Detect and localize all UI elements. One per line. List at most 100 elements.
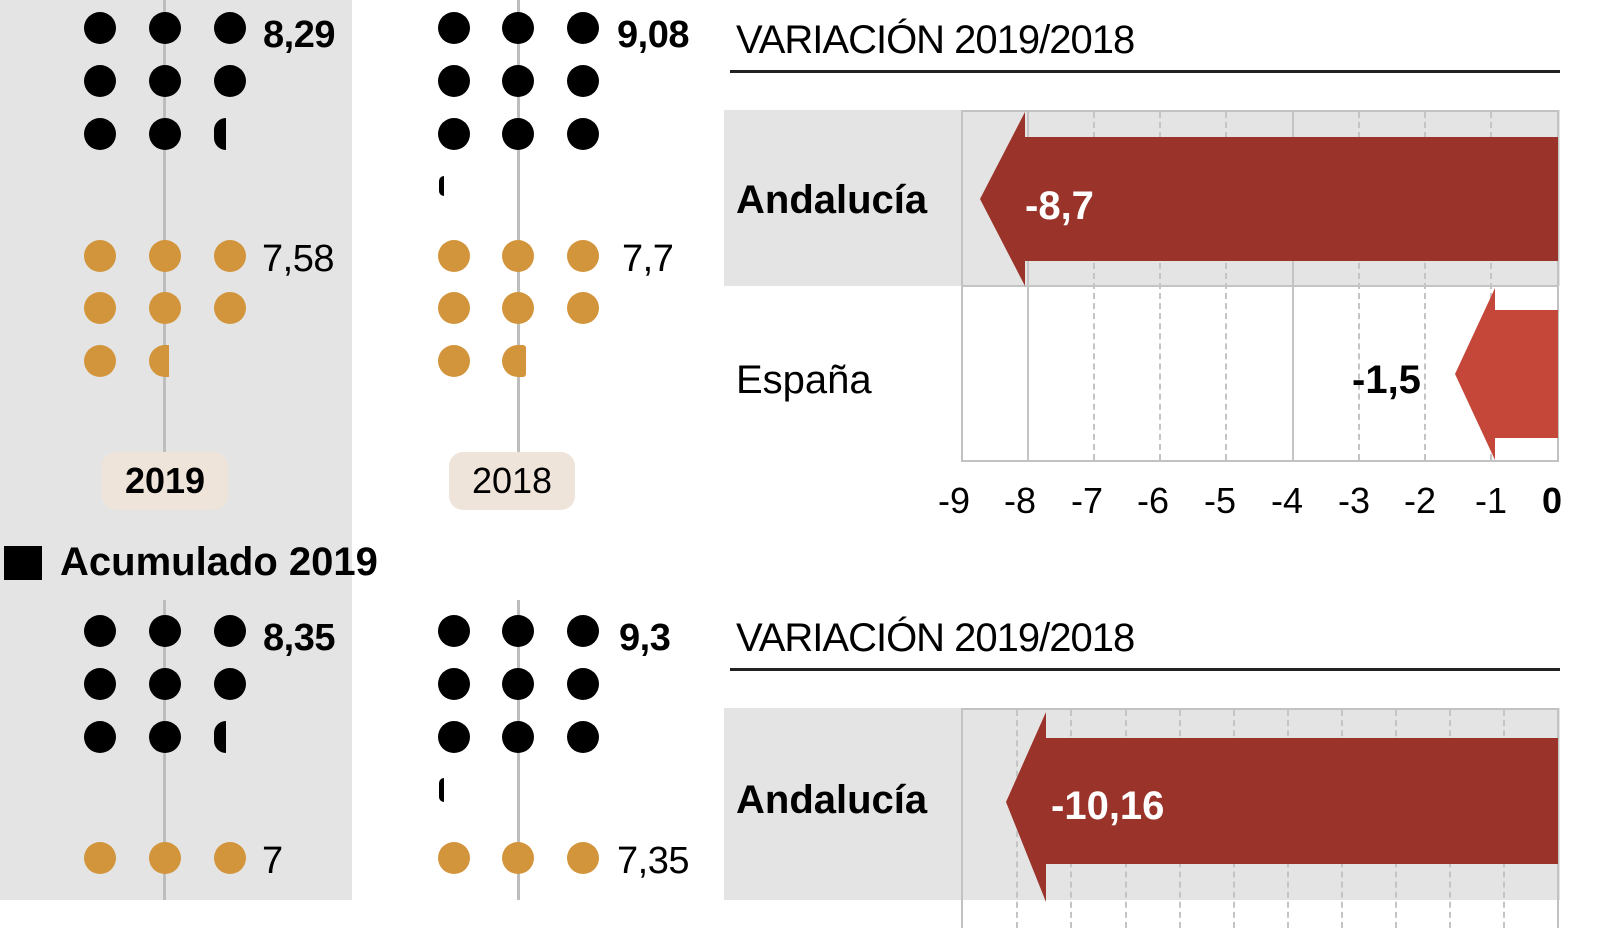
dot-gold [438,292,470,324]
tick: -3 [1337,480,1371,521]
tick: -2 [1403,480,1437,521]
dot-black-partial [214,721,226,753]
dot-black [438,615,470,647]
tick: -1 [1474,480,1508,521]
value-gold-2018: 7,7 [622,238,674,280]
row-label-espana: España [736,358,872,402]
dot-black-partial [214,118,226,150]
bar-value-andalucia-acum: -10,16 [1051,784,1165,828]
tick: -4 [1270,480,1304,521]
dot-gold [214,240,246,272]
dot-black [567,668,599,700]
axis-line [163,0,166,452]
dot-black [438,65,470,97]
dot-gold [84,292,116,324]
value-gold-2018-acum: 7,35 [617,840,689,882]
dot-gold [84,240,116,272]
variation-title: VARIACIÓN 2019/2018 [736,18,1135,62]
dot-black [567,118,599,150]
square-bullet-icon [4,545,42,580]
dot-black [438,12,470,44]
dot-black [214,65,246,97]
dot-gold [438,240,470,272]
tick: 0 [1541,480,1563,521]
dot-black [149,668,181,700]
dot-black [149,615,181,647]
dot-black [567,12,599,44]
dot-black [567,65,599,97]
dot-black [84,668,116,700]
dot-gold [149,292,181,324]
dot-black [149,65,181,97]
dot-black [502,668,534,700]
bar-arrow-andalucia-acum [1006,712,1558,902]
dot-gold-partial [502,345,526,377]
dot-black [84,65,116,97]
dot-black [214,12,246,44]
dot-black [84,721,116,753]
dot-black [502,118,534,150]
section-title-text: Acumulado 2019 [60,540,378,584]
dot-black [84,118,116,150]
bar-value-andalucia: -8,7 [1025,184,1094,228]
variation-title: VARIACIÓN 2019/2018 [736,616,1135,660]
dot-black [84,12,116,44]
tick: -6 [1136,480,1170,521]
dot-gold [567,240,599,272]
dot-gold [84,345,116,377]
dot-black [502,12,534,44]
dot-gold [214,292,246,324]
dot-black [214,668,246,700]
row-label-andalucia: Andalucía [736,178,928,222]
bar-arrow-espana [1455,288,1558,460]
dot-black [438,668,470,700]
dot-gold [567,292,599,324]
year-badge-2019: 2019 [102,452,228,510]
value-gold-2019: 7,58 [262,238,334,280]
dot-black [149,12,181,44]
dot-gold [149,842,181,874]
tick: -7 [1070,480,1104,521]
bar-arrow-andalucia [980,112,1558,286]
value-black-2018-acum: 9,3 [619,617,671,659]
dot-black [567,615,599,647]
highlight-column-2019 [0,0,352,900]
dot-black [149,721,181,753]
row-label-andalucia-acum: Andalucía [736,778,928,822]
dot-black [438,118,470,150]
bar-value-espana: -1,5 [1352,358,1421,402]
dot-gold [502,292,534,324]
dot-gold [214,842,246,874]
dot-black [214,615,246,647]
dot-black-partial [439,176,444,196]
dot-black [502,721,534,753]
tick: -8 [1003,480,1037,521]
axis-line [517,0,520,452]
value-black-2019: 8,29 [263,14,335,56]
dot-gold [502,240,534,272]
dot-gold [438,842,470,874]
title-rule [730,70,1560,73]
dot-black [149,118,181,150]
dot-black [502,65,534,97]
section-title-acumulado: Acumulado 2019 [4,540,378,585]
tick: -5 [1203,480,1237,521]
dot-gold-partial [149,345,169,377]
tick: -9 [937,480,971,521]
value-black-2019-acum: 8,35 [263,617,335,659]
dot-gold [567,842,599,874]
row-separator [961,285,1559,287]
value-gold-2019-acum: 7 [262,840,283,882]
year-badge-2018: 2018 [449,452,575,510]
dot-black [84,615,116,647]
dot-black-partial [439,778,444,802]
dot-gold [438,345,470,377]
dot-black [502,615,534,647]
title-rule [730,668,1560,671]
dot-black [438,721,470,753]
dot-gold [502,842,534,874]
dot-gold [84,842,116,874]
dot-gold [149,240,181,272]
dot-black [567,721,599,753]
value-black-2018: 9,08 [617,14,689,56]
